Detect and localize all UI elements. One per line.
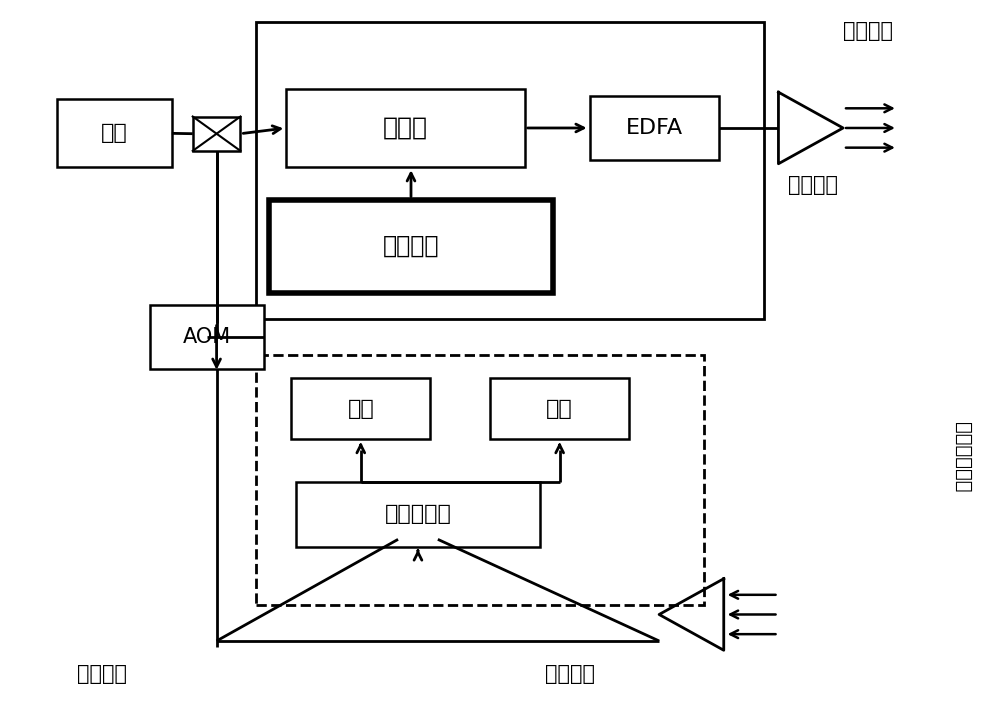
Text: 调制器: 调制器 [383,116,428,140]
Text: AOM: AOM [183,327,231,347]
FancyBboxPatch shape [286,89,525,167]
FancyBboxPatch shape [57,99,172,167]
FancyBboxPatch shape [291,379,430,439]
Text: 光电转换器: 光电转换器 [385,504,451,524]
Text: EDFA: EDFA [626,118,683,138]
FancyBboxPatch shape [296,482,540,547]
Text: 参考信号: 参考信号 [77,664,127,684]
Text: 调制驱动: 调制驱动 [383,234,439,258]
FancyBboxPatch shape [590,96,719,160]
FancyBboxPatch shape [269,200,553,293]
Text: 距离: 距离 [546,399,573,419]
Text: 接收信号: 接收信号 [545,664,595,684]
FancyBboxPatch shape [193,117,240,151]
Text: 发送信号: 发送信号 [843,22,893,41]
FancyBboxPatch shape [150,305,264,369]
FancyBboxPatch shape [490,379,629,439]
Text: 调制部分: 调制部分 [788,175,838,195]
Text: 接收处理部分: 接收处理部分 [953,422,972,492]
Text: 速度: 速度 [347,399,374,419]
Text: 激光: 激光 [101,123,128,143]
